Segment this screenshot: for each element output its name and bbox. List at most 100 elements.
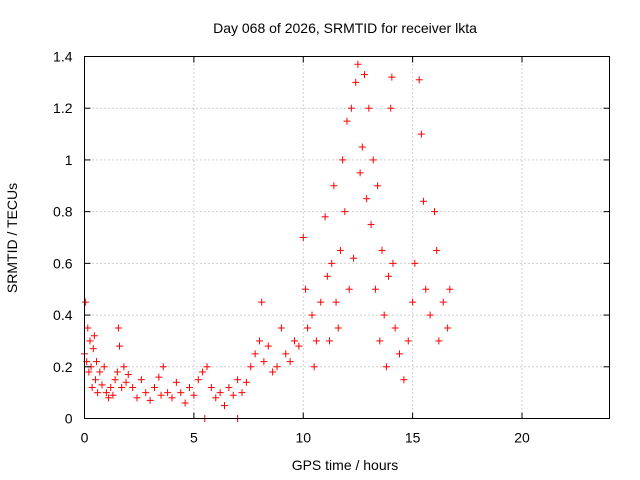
data-point [225,383,233,391]
data-point [404,337,412,345]
data-point [341,208,349,216]
data-point [323,272,331,280]
data-point [88,383,96,391]
data-point [391,324,399,332]
data-point [301,285,309,293]
data-point [238,389,246,397]
y-tick-label: 0.2 [53,359,73,375]
x-tick-label: 20 [514,430,530,446]
data-point [96,368,104,376]
y-tick-label: 0.4 [53,307,73,323]
data-point [350,254,358,262]
y-axis-label: SRMTID / TECUs [4,183,20,293]
data-point [109,391,117,399]
data-point [385,272,393,280]
data-point [396,350,403,358]
data-point [258,298,266,306]
data-point [102,389,110,397]
data-point [251,350,259,358]
data-point [229,391,237,399]
data-point [90,332,98,340]
data-point [420,197,428,205]
data-point [400,376,408,384]
data-point [411,259,419,267]
data-point [84,324,92,332]
data-point [159,363,167,371]
data-point [367,221,375,229]
data-point [317,298,325,306]
data-point [371,285,379,293]
data-point [118,383,126,391]
data-point [431,208,438,216]
data-point [382,363,390,371]
data-point [129,383,137,391]
data-point [269,368,277,376]
data-point [181,399,189,407]
data-point [82,298,90,306]
data-point [122,378,130,386]
data-point [295,342,303,350]
data-point [356,169,364,177]
x-tick-label: 10 [295,430,311,446]
data-point [376,337,384,345]
data-point [142,389,150,397]
data-point [113,368,121,376]
data-point [164,389,172,397]
data-point [439,298,447,306]
data-point [277,324,285,332]
data-point [89,345,97,353]
data-point [345,285,353,293]
data-point [221,402,228,410]
data-point [190,391,198,399]
data-point [308,311,316,319]
data-point [247,363,255,371]
data-point [354,60,362,68]
data-point [172,378,180,386]
data-point [380,311,388,319]
data-point [332,298,340,306]
data-point [256,337,263,345]
data-point [124,371,132,379]
data-point [310,363,318,371]
y-tick-label: 0.8 [53,204,73,220]
y-tick-label: 0.6 [53,255,73,271]
chart-title: Day 068 of 2026, SRMTID for receiver lkt… [213,20,477,36]
data-point [157,391,165,399]
data-point [347,104,355,112]
data-points [81,60,454,422]
data-point [343,117,351,125]
data-point [299,234,307,241]
data-point [186,383,193,391]
data-point [363,195,371,203]
axis-ticks: 0 5 10 15 20 0 0.2 0.4 0.6 0.8 1 1.2 1.4 [53,49,610,446]
data-point [194,376,202,384]
data-point [326,337,333,345]
data-point [352,78,360,86]
data-point [334,324,342,332]
data-point [330,182,338,190]
data-point [155,373,163,381]
data-point [168,394,176,402]
data-point [286,358,294,366]
data-point [369,156,377,164]
x-tick-label: 5 [190,430,198,446]
y-tick-label: 0 [65,411,73,427]
data-point [312,337,320,345]
data-point [388,73,396,81]
data-point [85,368,93,376]
data-point [361,71,368,79]
data-point [100,363,108,371]
data-point [321,213,329,221]
data-point [339,156,347,164]
data-point [378,246,386,254]
data-point [98,381,106,389]
x-axis-label: GPS time / hours [292,457,399,473]
y-tick-label: 1.4 [53,49,73,65]
data-point [120,363,128,371]
data-point [114,324,122,332]
data-point [234,376,242,384]
data-point [444,324,452,332]
data-point [177,389,185,397]
data-point [426,311,434,319]
